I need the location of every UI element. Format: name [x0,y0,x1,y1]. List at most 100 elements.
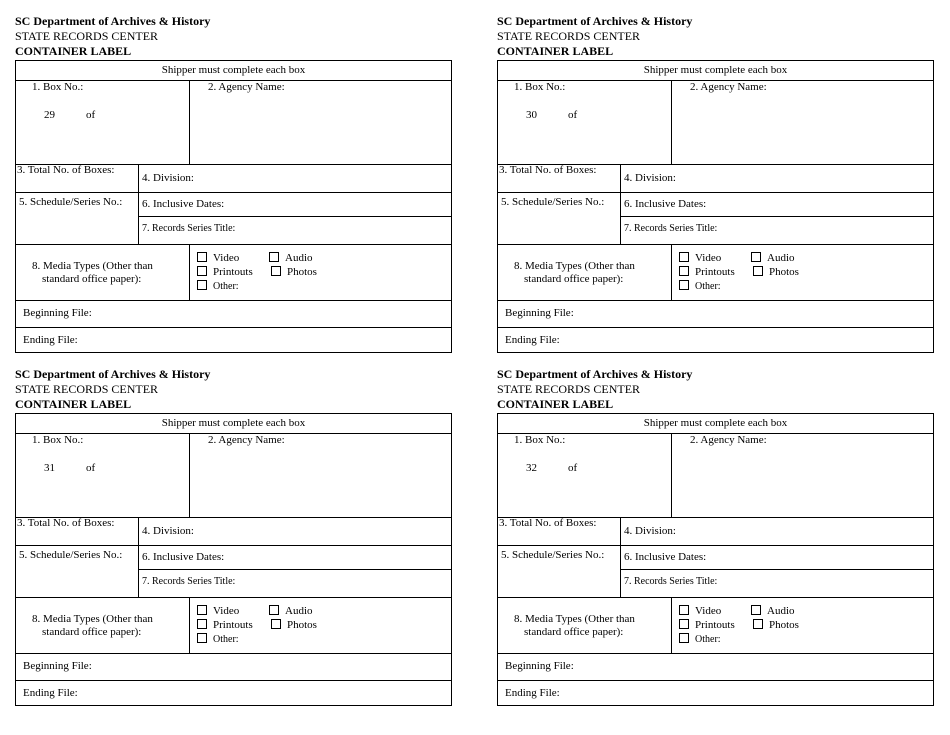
video-checkbox[interactable]: Video [679,605,721,617]
other-label: Other: [213,634,239,645]
ending-file-label: Ending File: [23,334,78,346]
division-label: 4. Division: [624,525,676,537]
of-label: of [86,462,96,474]
ending-file-label: Ending File: [23,687,78,699]
photos-checkbox[interactable]: Photos [753,619,799,631]
schedule-label: 5. Schedule/Series No.: [19,196,123,208]
schedule-label: 5. Schedule/Series No.: [19,549,123,561]
total-boxes-label: 3. Total No. of Boxes: [499,517,597,529]
checkbox-icon [197,266,207,276]
division-label: 4. Division: [142,525,194,537]
video-label: Video [695,605,722,617]
audio-checkbox[interactable]: Audio [269,252,313,264]
checkbox-icon [269,605,279,615]
of-label: of [568,462,578,474]
label-title: CONTAINER LABEL [15,397,132,411]
checkbox-icon [679,266,689,276]
printouts-checkbox[interactable]: Printouts [679,266,735,278]
photos-checkbox[interactable]: Photos [753,266,799,278]
center-name: STATE RECORDS CENTER [15,29,159,43]
label-title: CONTAINER LABEL [497,44,614,58]
instruction-text: Shipper must complete each box [643,64,788,76]
audio-checkbox[interactable]: Audio [269,605,313,617]
beginning-file-label: Beginning File: [23,660,92,672]
media-types-label-2: standard office paper): [42,626,142,638]
video-checkbox[interactable]: Video [197,252,239,264]
printouts-label: Printouts [213,619,253,631]
ending-file-label: Ending File: [505,334,560,346]
agency-name-label: 2. Agency Name: [208,81,285,93]
photos-label: Photos [287,266,317,278]
inclusive-dates-label: 6. Inclusive Dates: [624,198,707,210]
media-types-label-2: standard office paper): [524,273,624,285]
checkbox-icon [271,266,281,276]
media-types-label-2: standard office paper): [42,273,142,285]
box-number-value[interactable]: 29 [44,109,55,121]
other-checkbox[interactable]: Other: [679,633,721,645]
other-label: Other: [213,281,239,292]
other-checkbox[interactable]: Other: [197,280,239,292]
printouts-checkbox[interactable]: Printouts [197,266,253,278]
of-label: of [568,109,578,121]
checkbox-icon [679,633,689,643]
checkbox-icon [197,619,207,629]
other-label: Other: [695,634,721,645]
audio-label: Audio [767,252,795,264]
records-series-title-label: 7. Records Series Title: [624,223,718,234]
video-label: Video [695,252,722,264]
media-types-label: 8. Media Types (Other than [514,260,635,272]
photos-checkbox[interactable]: Photos [271,619,317,631]
box-number-value[interactable]: 30 [526,109,537,121]
agency-name-label: 2. Agency Name: [208,434,285,446]
checkbox-icon [751,252,761,262]
checkbox-icon [679,605,689,615]
records-series-title-label: 7. Records Series Title: [624,576,718,587]
beginning-file-label: Beginning File: [505,307,574,319]
audio-checkbox[interactable]: Audio [751,605,795,617]
checkbox-icon [197,280,207,290]
division-label: 4. Division: [624,172,676,184]
video-checkbox[interactable]: Video [197,605,239,617]
org-name: SC Department of Archives & History [497,367,693,381]
division-label: 4. Division: [142,172,194,184]
checkbox-icon [679,619,689,629]
checkbox-icon [271,619,281,629]
audio-label: Audio [767,605,795,617]
audio-checkbox[interactable]: Audio [751,252,795,264]
photos-label: Photos [287,619,317,631]
printouts-label: Printouts [213,266,253,278]
printouts-label: Printouts [695,266,735,278]
inclusive-dates-label: 6. Inclusive Dates: [142,198,225,210]
box-number-value[interactable]: 32 [526,462,537,474]
label-form-box: Shipper must complete each box 1. Box No… [497,413,934,706]
video-checkbox[interactable]: Video [679,252,721,264]
box-no-label: 1. Box No.: [514,434,566,446]
media-types-label: 8. Media Types (Other than [514,613,635,625]
label-form-box: Shipper must complete each box 1. Box No… [15,413,452,706]
container-label: SC Department of Archives & History STAT… [15,367,452,707]
other-checkbox[interactable]: Other: [679,280,721,292]
inclusive-dates-label: 6. Inclusive Dates: [624,551,707,563]
checkbox-icon [753,266,763,276]
agency-name-label: 2. Agency Name: [690,81,767,93]
checkbox-icon [679,280,689,290]
label-title: CONTAINER LABEL [15,44,132,58]
other-checkbox[interactable]: Other: [197,633,239,645]
checkbox-icon [197,252,207,262]
box-number-value[interactable]: 31 [44,462,55,474]
total-boxes-label: 3. Total No. of Boxes: [499,164,597,176]
media-types-label-2: standard office paper): [524,626,624,638]
photos-checkbox[interactable]: Photos [271,266,317,278]
org-name: SC Department of Archives & History [15,14,211,28]
printouts-checkbox[interactable]: Printouts [679,619,735,631]
of-label: of [86,109,96,121]
audio-label: Audio [285,252,313,264]
schedule-label: 5. Schedule/Series No.: [501,549,605,561]
video-label: Video [213,252,240,264]
printouts-label: Printouts [695,619,735,631]
printouts-checkbox[interactable]: Printouts [197,619,253,631]
checkbox-icon [679,252,689,262]
checkbox-icon [197,605,207,615]
audio-label: Audio [285,605,313,617]
container-label: SC Department of Archives & History STAT… [15,14,452,354]
